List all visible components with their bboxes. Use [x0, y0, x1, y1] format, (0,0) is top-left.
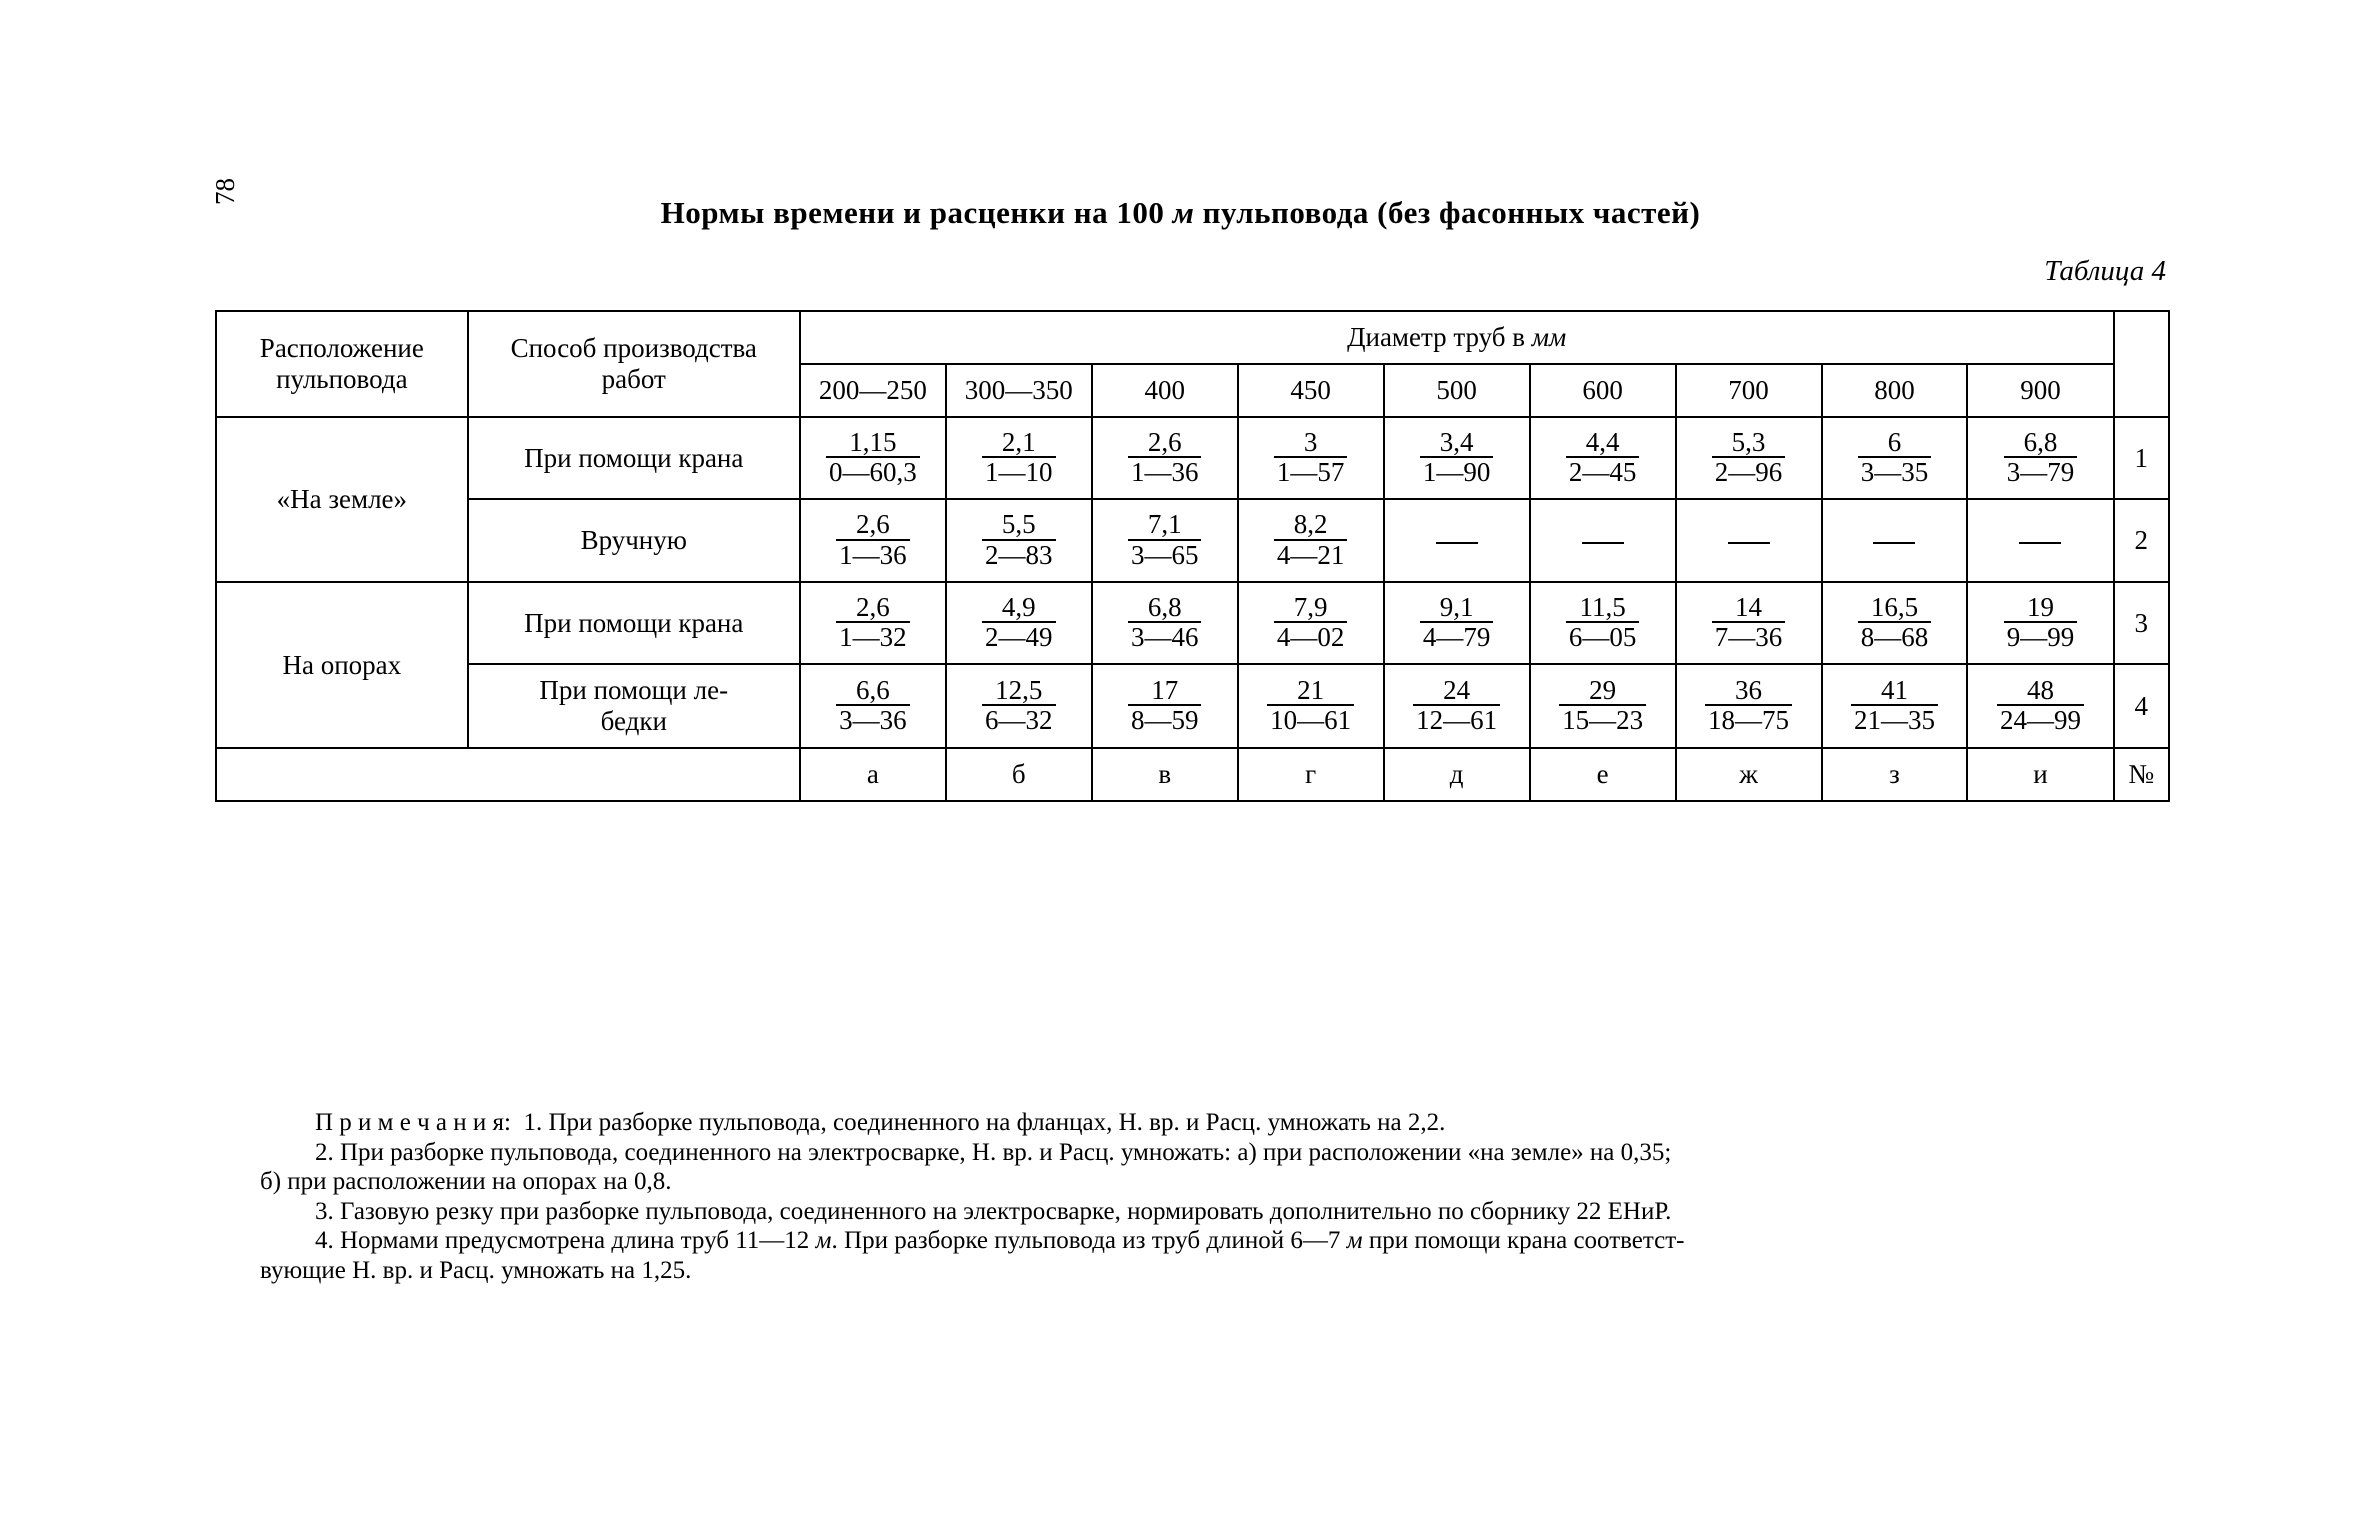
note-1: П р и м е ч а н и я: 1. При разборке пул…	[260, 1108, 2160, 1138]
footer-letter: и	[1967, 748, 2113, 801]
cell: 4,92—49	[946, 582, 1092, 664]
cell: 63—35	[1822, 417, 1968, 499]
cell-empty	[1967, 499, 2113, 581]
table-row: На опорах При помощи крана 2,61—32 4,92—…	[216, 582, 2169, 664]
rownum: 1	[2114, 417, 2170, 499]
loc-ground: «На земле»	[216, 417, 468, 582]
note-3: 3. Газовую резку при разборке пульповода…	[260, 1197, 2160, 1227]
hdr-d2: 400	[1092, 364, 1238, 417]
hdr-rownum-blank	[2114, 311, 2170, 417]
footer-letter: д	[1384, 748, 1530, 801]
footer-letter: а	[800, 748, 946, 801]
cell: 2,11—10	[946, 417, 1092, 499]
footer-letter: е	[1530, 748, 1676, 801]
cell: 5,52—83	[946, 499, 1092, 581]
hdr-diameter: Диаметр труб в мм	[800, 311, 2114, 364]
hdr-d3: 450	[1238, 364, 1384, 417]
footer-letter: з	[1822, 748, 1968, 801]
footer-letter: г	[1238, 748, 1384, 801]
hdr-d4: 500	[1384, 364, 1530, 417]
rownum: 3	[2114, 582, 2170, 664]
title-prefix: Нормы времени и расценки на 100 м пульпо…	[661, 195, 1701, 230]
hdr-d5: 600	[1530, 364, 1676, 417]
hdr-d6: 700	[1676, 364, 1822, 417]
hdr-d7: 800	[1822, 364, 1968, 417]
hdr-location: Расположение пульповода	[216, 311, 468, 417]
cell-empty	[1822, 499, 1968, 581]
cell: 12,56—32	[946, 664, 1092, 748]
cell: 4,42—45	[1530, 417, 1676, 499]
hdr-d8: 900	[1967, 364, 2113, 417]
cell-empty	[1384, 499, 1530, 581]
method-crane: При помощи крана	[468, 417, 800, 499]
cell: 6,83—46	[1092, 582, 1238, 664]
cell: 7,94—02	[1238, 582, 1384, 664]
method-crane: При помощи крана	[468, 582, 800, 664]
cell: 9,14—79	[1384, 582, 1530, 664]
method-manual: Вручную	[468, 499, 800, 581]
cell: 2,61—36	[1092, 417, 1238, 499]
norms-table-wrap: Расположение пульповода Способ производс…	[215, 310, 2170, 802]
footer-num-symbol: №	[2114, 748, 2170, 801]
document-title: Нормы времени и расценки на 100 м пульпо…	[0, 195, 2361, 231]
cell: 2412—61	[1384, 664, 1530, 748]
cell: 147—36	[1676, 582, 1822, 664]
method-winch: При помощи ле-бедки	[468, 664, 800, 748]
note-4b: вующие Н. вр. и Расц. умножать на 1,25.	[260, 1256, 2160, 1286]
footer-letter: в	[1092, 748, 1238, 801]
hdr-d0: 200—250	[800, 364, 946, 417]
cell: 2,61—36	[800, 499, 946, 581]
notes-block: П р и м е ч а н и я: 1. При разборке пул…	[260, 1108, 2160, 1285]
cell-empty	[1676, 499, 1822, 581]
table-row: Вручную 2,61—36 5,52—83 7,13—65 8,24—21 …	[216, 499, 2169, 581]
cell: 178—59	[1092, 664, 1238, 748]
note-2b: б) при расположении на опорах на 0,8.	[260, 1167, 2160, 1197]
cell: 6,63—36	[800, 664, 946, 748]
table-row: «На земле» При помощи крана 1,150—60,3 2…	[216, 417, 2169, 499]
note-4a: 4. Нормами предусмотрена длина труб 11—1…	[260, 1226, 2160, 1256]
table-row: При помощи ле-бедки 6,63—36 12,56—32 178…	[216, 664, 2169, 748]
cell: 2915—23	[1530, 664, 1676, 748]
table-label: Таблица 4	[2044, 255, 2166, 288]
norms-table: Расположение пульповода Способ производс…	[215, 310, 2170, 802]
cell: 2110—61	[1238, 664, 1384, 748]
cell: 4824—99	[1967, 664, 2113, 748]
cell: 8,24—21	[1238, 499, 1384, 581]
cell: 3,41—90	[1384, 417, 1530, 499]
cell: 199—99	[1967, 582, 2113, 664]
cell: 1,150—60,3	[800, 417, 946, 499]
cell-empty	[1530, 499, 1676, 581]
cell: 31—57	[1238, 417, 1384, 499]
note-2a: 2. При разборке пульповода, соединенного…	[260, 1138, 2160, 1168]
notes-label: П р и м е ч а н и я:	[315, 1109, 511, 1136]
hdr-method: Способ производства работ	[468, 311, 800, 417]
cell: 3618—75	[1676, 664, 1822, 748]
rownum: 2	[2114, 499, 2170, 581]
cell: 4121—35	[1822, 664, 1968, 748]
hdr-d1: 300—350	[946, 364, 1092, 417]
cell: 6,83—79	[1967, 417, 2113, 499]
cell: 16,58—68	[1822, 582, 1968, 664]
cell: 7,13—65	[1092, 499, 1238, 581]
footer-letter: б	[946, 748, 1092, 801]
footer-letter-row: а б в г д е ж з и №	[216, 748, 2169, 801]
table-body: «На земле» При помощи крана 1,150—60,3 2…	[216, 417, 2169, 801]
footer-blank	[216, 748, 800, 801]
loc-supports: На опорах	[216, 582, 468, 748]
footer-letter: ж	[1676, 748, 1822, 801]
cell: 2,61—32	[800, 582, 946, 664]
cell: 5,32—96	[1676, 417, 1822, 499]
cell: 11,56—05	[1530, 582, 1676, 664]
rownum: 4	[2114, 664, 2170, 748]
